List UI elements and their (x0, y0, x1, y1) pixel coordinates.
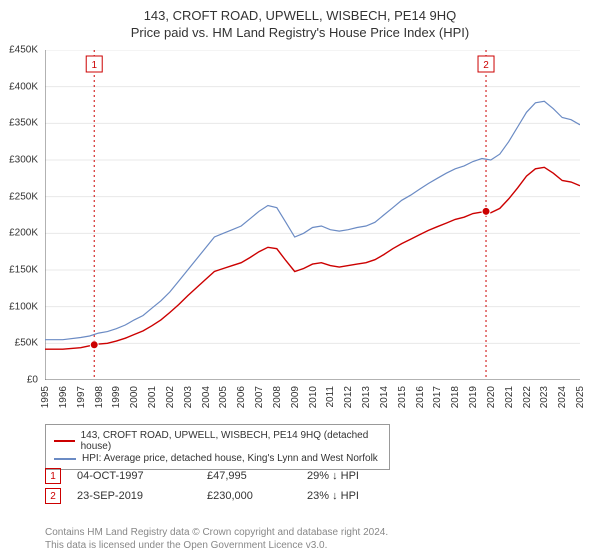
x-axis-labels: 1995199619971998199920002001200220032004… (45, 384, 580, 424)
x-tick-label: 2012 (343, 386, 354, 408)
x-tick-label: 2013 (361, 386, 372, 408)
y-tick-label: £300K (9, 155, 38, 166)
footer-attribution: Contains HM Land Registry data © Crown c… (45, 526, 388, 552)
x-tick-label: 2022 (522, 386, 533, 408)
x-tick-label: 2000 (129, 386, 140, 408)
chart-plot-area: 12 (45, 50, 580, 380)
x-tick-label: 2016 (415, 386, 426, 408)
legend-row: 143, CROFT ROAD, UPWELL, WISBECH, PE14 9… (54, 430, 381, 452)
x-tick-label: 1996 (58, 386, 69, 408)
svg-text:1: 1 (91, 60, 97, 71)
legend-label: HPI: Average price, detached house, King… (82, 453, 378, 464)
x-tick-label: 2023 (539, 386, 550, 408)
x-tick-label: 2007 (254, 386, 265, 408)
chart-title-address: 143, CROFT ROAD, UPWELL, WISBECH, PE14 9… (0, 8, 600, 23)
y-tick-label: £400K (9, 81, 38, 92)
x-tick-label: 2025 (575, 386, 586, 408)
x-tick-label: 2011 (325, 386, 336, 408)
title-block: 143, CROFT ROAD, UPWELL, WISBECH, PE14 9… (0, 0, 600, 44)
chart-svg: 12 (45, 50, 580, 380)
x-tick-label: 2014 (379, 386, 390, 408)
x-tick-label: 2010 (308, 386, 319, 408)
x-tick-label: 2003 (183, 386, 194, 408)
transaction-row: 2 23-SEP-2019£230,00023% ↓ HPI (45, 488, 580, 504)
footer-line1: Contains HM Land Registry data © Crown c… (45, 526, 388, 539)
x-tick-label: 2021 (504, 386, 515, 408)
x-tick-label: 2009 (290, 386, 301, 408)
x-tick-label: 1995 (40, 386, 51, 408)
transaction-pct-vs-hpi: 29% ↓ HPI (307, 470, 427, 482)
x-tick-label: 2001 (147, 386, 158, 408)
x-tick-label: 2002 (165, 386, 176, 408)
y-tick-label: £100K (9, 301, 38, 312)
y-tick-label: £350K (9, 118, 38, 129)
legend-swatch (54, 440, 75, 442)
x-tick-label: 1998 (94, 386, 105, 408)
x-tick-label: 2008 (272, 386, 283, 408)
transaction-row: 1 04-OCT-1997£47,99529% ↓ HPI (45, 468, 580, 484)
legend-row: HPI: Average price, detached house, King… (54, 453, 381, 464)
legend-label: 143, CROFT ROAD, UPWELL, WISBECH, PE14 9… (81, 430, 381, 452)
chart-container: 143, CROFT ROAD, UPWELL, WISBECH, PE14 9… (0, 0, 600, 560)
transaction-price: £47,995 (207, 470, 307, 482)
y-tick-label: £150K (9, 265, 38, 276)
transaction-date: 23-SEP-2019 (77, 490, 207, 502)
footer-line2: This data is licensed under the Open Gov… (45, 539, 388, 552)
x-tick-label: 2005 (218, 386, 229, 408)
x-tick-label: 2020 (486, 386, 497, 408)
x-tick-label: 2018 (450, 386, 461, 408)
x-tick-label: 2024 (557, 386, 568, 408)
transaction-date: 04-OCT-1997 (77, 470, 207, 482)
y-axis-labels: £0£50K£100K£150K£200K£250K£300K£350K£400… (0, 50, 42, 380)
y-tick-label: £450K (9, 45, 38, 56)
transaction-markers-box: 1 04-OCT-1997£47,99529% ↓ HPI 2 23-SEP-2019… (45, 464, 580, 508)
legend-swatch (54, 458, 76, 460)
x-tick-label: 2015 (397, 386, 408, 408)
y-tick-label: £250K (9, 191, 38, 202)
y-tick-label: £50K (15, 338, 38, 349)
x-tick-label: 2006 (236, 386, 247, 408)
x-tick-label: 1999 (111, 386, 122, 408)
x-tick-label: 2019 (468, 386, 479, 408)
chart-title-subtitle: Price paid vs. HM Land Registry's House … (0, 25, 600, 40)
y-tick-label: £0 (27, 375, 38, 386)
transaction-badge: 1 (45, 468, 61, 484)
transaction-badge: 2 (45, 488, 61, 504)
x-tick-label: 2017 (432, 386, 443, 408)
transaction-price: £230,000 (207, 490, 307, 502)
svg-text:2: 2 (483, 60, 489, 71)
transaction-pct-vs-hpi: 23% ↓ HPI (307, 490, 427, 502)
x-tick-label: 2004 (201, 386, 212, 408)
x-tick-label: 1997 (76, 386, 87, 408)
y-tick-label: £200K (9, 228, 38, 239)
